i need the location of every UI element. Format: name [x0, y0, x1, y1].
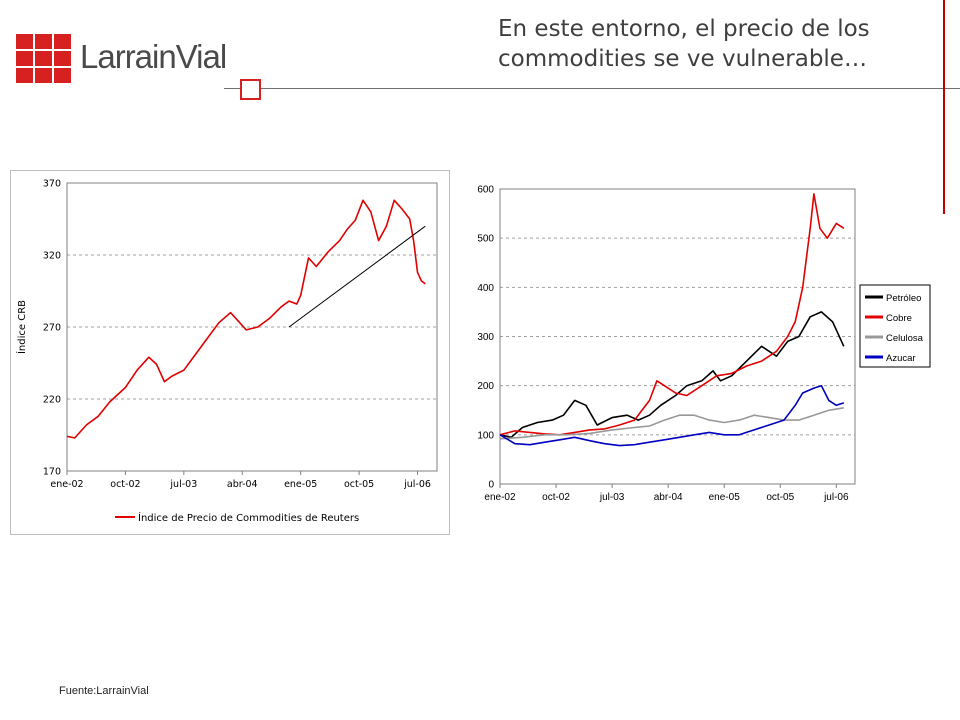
logo-square — [16, 68, 33, 83]
x-tick-label: ene-05 — [284, 479, 317, 490]
page-title: En este entorno, el precio de los commod… — [498, 14, 938, 74]
decorative-square-icon — [240, 79, 261, 100]
legend-label: Petróleo — [886, 293, 921, 304]
title-line-1: En este entorno, el precio de los — [498, 16, 870, 42]
x-tick-label: ene-02 — [484, 492, 516, 503]
series-line-1 — [288, 225, 426, 328]
series-line-0 — [499, 311, 845, 439]
series-line-3 — [499, 384, 845, 447]
source-note: Fuente:LarrainVial — [59, 685, 149, 697]
logo-square — [54, 34, 71, 49]
chart2-legend-box — [859, 284, 931, 368]
y-tick-label: 500 — [477, 234, 494, 245]
logo-square — [54, 68, 71, 83]
x-tick-label: abr-04 — [654, 492, 683, 503]
logo-square — [16, 51, 33, 66]
series-line-0 — [66, 199, 426, 439]
legend-label: Celulosa — [886, 333, 924, 344]
x-tick-label: oct-02 — [110, 479, 140, 490]
series-line-2 — [499, 407, 844, 440]
crb-index-chart: 170 220 270 320 370 ene-02 oct-02 jul-03 abr-04… — [10, 170, 450, 535]
y-tick-label: 320 — [43, 251, 61, 262]
accent-bar — [943, 0, 945, 214]
x-tick-label: jul-03 — [599, 492, 625, 503]
header-divider — [224, 88, 960, 89]
y-tick-label: 200 — [477, 381, 494, 392]
y-tick-label: 100 — [477, 430, 494, 441]
chart2-plot-area — [499, 188, 856, 485]
logo-square — [35, 51, 52, 66]
x-tick-label: jul-03 — [169, 479, 197, 490]
series-line-1 — [499, 193, 845, 436]
title-line-2: commodities se ve vulnerable… — [498, 46, 867, 72]
y-tick-label: 220 — [43, 395, 61, 406]
y-tick-label: 270 — [43, 323, 61, 334]
logo-square — [54, 51, 71, 66]
x-tick-label: jul-06 — [823, 492, 849, 503]
y-tick-label: 0 — [488, 480, 494, 491]
x-tick-label: jul-06 — [403, 479, 431, 490]
x-tick-label: oct-02 — [542, 492, 570, 503]
larrainvial-logo — [16, 34, 71, 83]
y-tick-label: 600 — [477, 185, 494, 196]
y-tick-label: 170 — [43, 467, 61, 478]
brand-name: LarrainVial — [80, 38, 227, 75]
x-tick-label: oct-05 — [766, 492, 794, 503]
logo-square — [35, 68, 52, 83]
x-tick-label: abr-04 — [227, 479, 258, 490]
x-tick-label: oct-05 — [344, 479, 374, 490]
chart1-y-axis-label: Índice CRB — [15, 300, 28, 354]
logo-square — [16, 34, 33, 49]
legend-label: Cobre — [886, 313, 912, 324]
y-tick-label: 370 — [43, 179, 61, 190]
y-tick-label: 300 — [477, 332, 494, 343]
logo-square — [35, 34, 52, 49]
chart1-plot-area — [66, 182, 438, 472]
legend-label: Azucar — [886, 353, 916, 364]
y-tick-label: 400 — [477, 283, 494, 294]
commodities-chart: 0 100 200 300 400 500 600 ene-02 oct-02 jul-03 ab… — [477, 185, 931, 503]
x-tick-label: ene-02 — [50, 479, 83, 490]
x-tick-label: ene-05 — [709, 492, 741, 503]
chart1-legend-label: Índice de Precio de Commodities de Reute… — [138, 511, 359, 524]
